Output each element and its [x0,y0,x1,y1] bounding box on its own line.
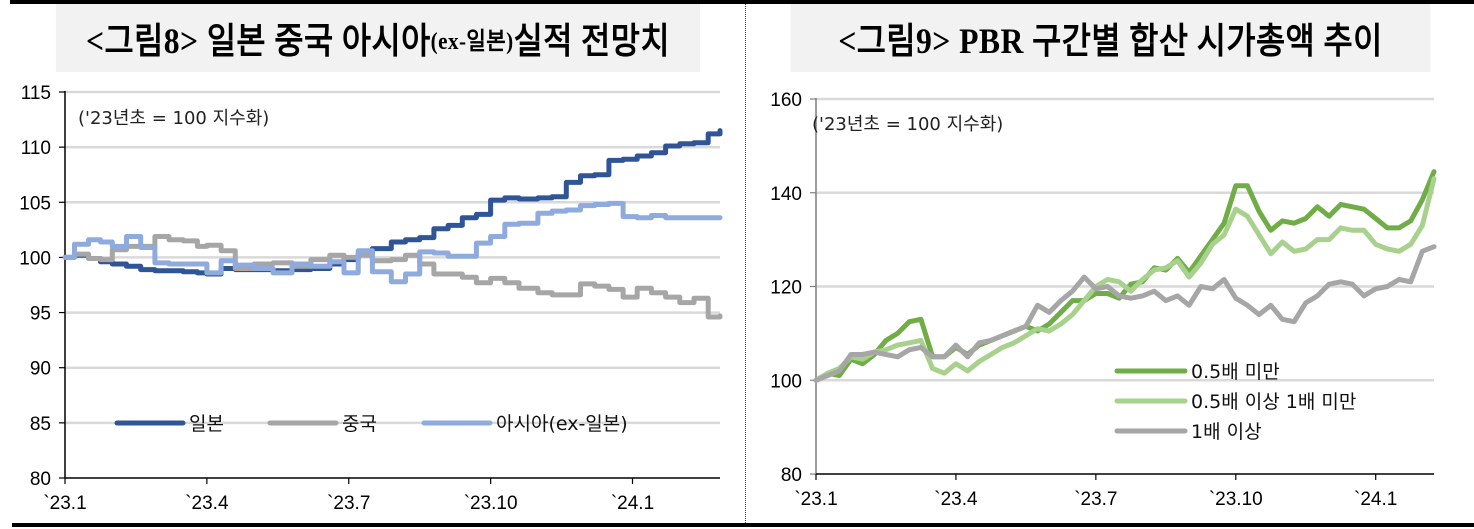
x-tick-label: `23.1 [43,493,86,514]
index-note: ('23년초 = 100 지수화) [812,114,1003,135]
legend-label: 중국 [342,413,377,435]
figure9-title: <그림9> PBR 구간별 합산 시가총액 추이 [790,4,1431,72]
y-tick-label: 140 [770,184,802,205]
series-line [62,128,723,277]
y-tick-label: 110 [21,138,51,159]
y-tick-label: 80 [30,469,51,490]
x-tick-label: `23.7 [327,493,370,514]
legend: 0.5배 미만 0.5배 이상 1배 미만 1배 이상 [1114,361,1356,443]
figure-divider [745,4,746,523]
y-tick-label: 105 [19,193,51,214]
series-line [813,244,1437,383]
bottom-rule [12,523,1474,527]
y-tick-label: 100 [19,248,51,269]
series-line [62,200,723,285]
x-tick-label: `23.4 [185,493,229,514]
legend: 일본 중국 아시아(ex-일본) [114,413,628,435]
y-tick-label: 120 [770,278,802,299]
x-tick-label: `24.1 [1354,489,1397,510]
y-tick-label: 100 [770,371,802,392]
legend-label: 1배 이상 [1191,421,1262,443]
x-tick-label: `24.1 [611,493,654,514]
series-line [62,234,723,320]
figure8-title-sub: (ex-일본) [430,28,514,55]
x-tick-label: `23.4 [934,489,978,510]
y-tick-label: 115 [21,83,51,104]
series-line [813,169,1437,383]
x-tick-label: `23.10 [1209,489,1263,510]
legend-label: 0.5배 미만 [1191,361,1280,383]
legend-label: 0.5배 이상 1배 미만 [1191,391,1356,413]
top-rule [10,0,1474,4]
y-tick-label: 85 [30,414,51,435]
y-tick-label: 95 [30,304,51,325]
figure8-line-chart: 80 85 90 95 100 105 110 115 `23.1 `23.4 `23.7 `23.1… [19,83,723,514]
y-tick-label: 160 [770,90,802,111]
series-line [813,176,1437,383]
index-note: ('23년초 = 100 지수화) [78,108,269,129]
legend-label: 일본 [189,413,224,435]
figure8-title: <그림8> 일본 중국 아시아 (ex-일본) 실적 전망치 [55,4,701,72]
y-tick-label: 90 [30,359,51,380]
x-tick-label: `23.1 [794,489,837,510]
legend-label: 아시아(ex-일본) [496,413,628,435]
x-tick-label: `23.7 [1074,489,1117,510]
figure8-title-prefix: <그림8> 일본 중국 아시아 [86,21,431,61]
figure9-title-text: <그림9> PBR 구간별 합산 시가총액 추이 [838,21,1383,61]
figure8-title-suffix: 실적 전망치 [513,21,670,61]
y-tick-label: 80 [781,465,802,486]
x-tick-label: `23.10 [464,493,518,514]
